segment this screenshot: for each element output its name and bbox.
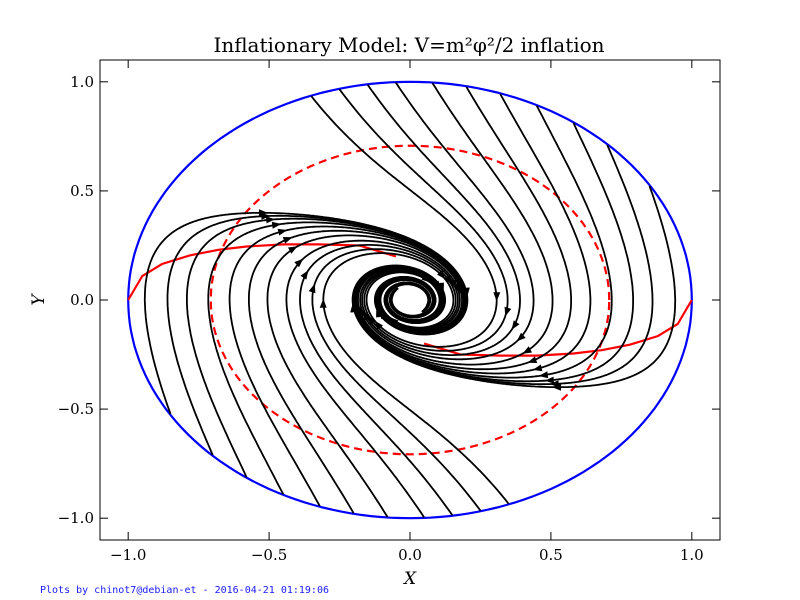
chart-title: Inflationary Model: V=m²φ²/2 inflation [213,33,604,57]
x-tick-label: 1.0 [680,546,704,564]
trajectory-arrow [544,376,554,384]
trajectory-arrow [288,246,298,254]
axis-ticks [100,60,720,540]
x-tick-label: −0.5 [251,546,287,564]
trajectory-arrow [294,258,304,268]
x-tick-label: 0.5 [539,546,563,564]
trajectory-arrow [376,307,383,318]
trajectory-arrow [538,371,549,379]
y-tick-label: 0.5 [70,182,94,200]
attractor-upper-left [127,243,397,301]
tick-labels: −1.0 −0.5 0.0 0.5 1.0 −1.0 −0.5 0.0 0.5 1.0 [58,73,704,564]
trajectory-layer [143,82,677,518]
trajectory-arrow [300,270,309,280]
y-tick-label: −1.0 [58,509,94,527]
trajectory-arrow [374,320,383,330]
trajectory-arrow [282,237,293,244]
dashed-circle [209,144,611,456]
y-tick-label: 1.0 [70,73,94,91]
trajectory-arrow [277,228,288,236]
series-layer [127,80,693,520]
plot-footer-note: Plots by chinot7@debian-et - 2016-04-21 … [40,585,329,596]
x-tick-label: 0.0 [398,546,422,564]
x-tick-label: −1.0 [110,546,146,564]
trajectory-arrow [504,306,512,317]
y-axis-label: Y [29,293,49,306]
trajectory-arrow [532,364,543,372]
trajectory-arrow [522,346,532,354]
trajectory-arrow [350,303,358,313]
plot-area-frame [99,59,721,541]
y-tick-label: −0.5 [58,400,94,418]
trajectory-arrow [462,287,470,297]
trajectory-arrow [437,282,444,293]
attractor-lower-right [423,299,693,357]
trajectory-arrow [308,283,316,294]
trajectory-arrow [437,270,446,280]
trajectory-arrow [552,383,562,391]
trajectory-arrow [319,298,327,308]
trajectory-arrow [266,216,276,224]
trajectory-arrow [493,292,501,302]
trajectory-arrow [527,356,538,363]
trajectory-arrow [271,221,282,229]
x-axis-label: X [402,569,417,589]
trajectory-arrow [516,332,526,342]
trajectory-arrow [511,320,520,330]
y-tick-label: 0.0 [70,291,94,309]
boundary-circle [127,80,693,520]
trajectory-arrow [258,209,268,217]
